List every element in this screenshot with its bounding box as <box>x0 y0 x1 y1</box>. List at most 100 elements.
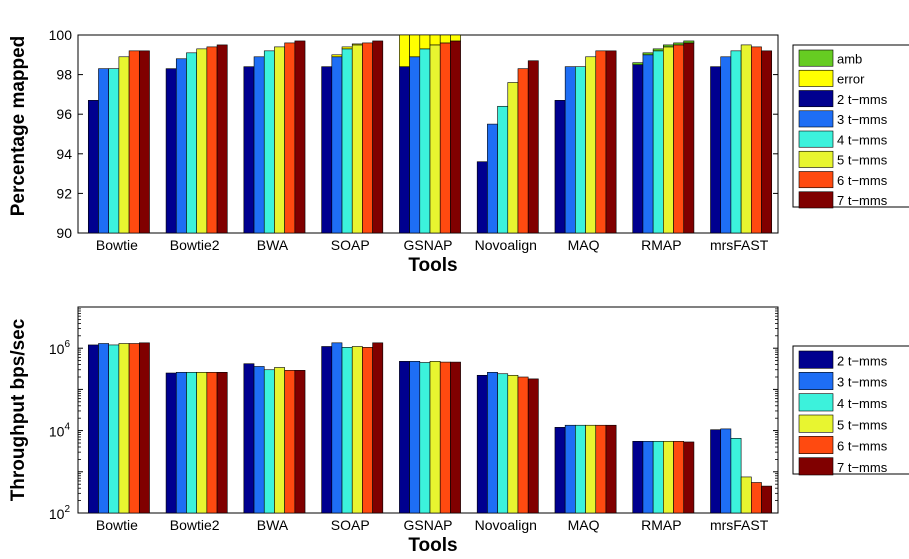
bar <box>175 58 187 234</box>
x-axis-label: Tools <box>408 535 457 556</box>
bar <box>517 376 529 514</box>
x-tick-label: Bowtie <box>96 517 138 533</box>
legend-label: 6 t−mms <box>837 173 888 188</box>
bar <box>274 367 285 514</box>
legend-label: 6 t−mms <box>837 439 888 454</box>
bar <box>98 343 109 514</box>
bar <box>331 56 343 234</box>
y-tick-label: 94 <box>56 146 72 162</box>
x-tick-label: Bowtie2 <box>170 517 220 533</box>
bar <box>497 373 509 514</box>
bar-amb-segment <box>683 40 695 44</box>
legend-swatch <box>798 191 834 209</box>
bar <box>284 42 296 234</box>
bar-error-segment <box>409 34 421 58</box>
x-tick-label: BWA <box>257 517 289 533</box>
bar <box>476 374 488 514</box>
bar <box>595 424 607 514</box>
legend-swatch <box>798 171 834 189</box>
bar <box>507 374 519 514</box>
bar <box>663 46 674 234</box>
bar <box>720 56 732 234</box>
bar-error-segment <box>341 46 353 50</box>
legend-label: 5 t−mms <box>837 153 888 168</box>
y-axis-label: Percentage mapped <box>8 36 29 217</box>
x-tick-label: mrsFAST <box>710 237 769 253</box>
y-tick-exponent: 6 <box>64 339 70 350</box>
bar <box>730 438 742 514</box>
bar <box>98 68 109 234</box>
y-tick-label: 100 <box>49 27 73 43</box>
bar <box>652 50 664 234</box>
y-tick-exponent: 4 <box>64 422 70 433</box>
legend-swatch <box>798 414 834 433</box>
bar <box>564 424 576 514</box>
legend-label: 4 t−mms <box>837 396 888 411</box>
bar-error-segment <box>429 34 441 46</box>
bar <box>409 361 421 514</box>
bar <box>652 440 664 514</box>
bar <box>108 68 120 234</box>
bar <box>439 42 451 234</box>
bar <box>243 66 255 234</box>
bar <box>196 372 208 514</box>
bar <box>321 66 333 234</box>
bar <box>362 347 373 514</box>
legend-swatch <box>798 130 834 148</box>
legend-swatch <box>798 436 834 454</box>
bar <box>409 56 421 234</box>
bar <box>118 343 130 514</box>
bar <box>642 54 654 234</box>
bar <box>476 161 488 234</box>
x-axis-label: Tools <box>408 255 457 276</box>
bar <box>253 56 265 234</box>
x-tick-label: Novoalign <box>475 517 537 533</box>
legend-label: amb <box>837 51 862 66</box>
bar <box>487 123 498 234</box>
bar <box>554 427 566 514</box>
bar-error-segment <box>331 54 343 58</box>
bar <box>439 361 451 514</box>
bar <box>274 46 285 234</box>
bar <box>399 66 410 234</box>
x-tick-label: BWA <box>257 237 289 253</box>
bar <box>595 50 607 234</box>
x-tick-label: Novoalign <box>475 237 537 253</box>
y-tick-label: 92 <box>56 185 72 201</box>
bar <box>87 344 99 514</box>
x-tick-label: RMAP <box>641 517 681 533</box>
x-tick-label: Bowtie <box>96 237 138 253</box>
bar <box>331 342 343 514</box>
x-tick-label: SOAP <box>331 237 370 253</box>
x-tick-label: MAQ <box>568 517 600 533</box>
bar <box>429 44 441 234</box>
bar <box>419 48 431 234</box>
bar <box>751 46 762 234</box>
bar <box>243 363 255 514</box>
bar <box>186 52 197 234</box>
bar <box>487 372 498 514</box>
legend-label: 2 t−mms <box>837 92 888 107</box>
bar <box>575 424 586 514</box>
bar <box>419 362 431 514</box>
bar-amb-segment <box>642 52 654 56</box>
bar <box>429 361 441 514</box>
bar <box>605 50 617 234</box>
y-tick-label: 102 <box>49 504 71 522</box>
bar <box>507 82 519 234</box>
legend-swatch <box>798 69 834 87</box>
bar <box>663 440 674 514</box>
bar <box>761 50 773 234</box>
x-tick-label: Bowtie2 <box>170 237 220 253</box>
bar <box>216 44 228 234</box>
bar <box>450 361 461 514</box>
bar <box>497 105 509 234</box>
x-tick-label: mrsFAST <box>710 517 769 533</box>
bar <box>206 372 218 514</box>
bar <box>730 50 742 234</box>
bar <box>683 441 695 514</box>
legend-label: 7 t−mms <box>837 460 888 475</box>
legend-label: 4 t−mms <box>837 132 888 147</box>
bar <box>165 68 177 234</box>
